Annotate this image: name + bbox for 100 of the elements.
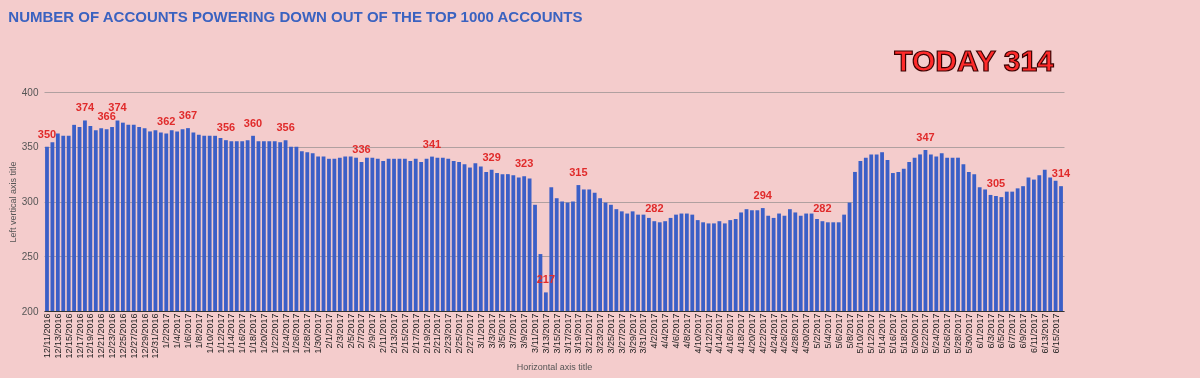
x-tick-label: 3/7/2017 [508,313,519,349]
x-tick-label: 2/9/2017 [367,313,378,349]
x-tick-label: 4/6/2017 [671,313,682,349]
data-label: 360 [243,116,263,129]
x-tick-label: 4/10/2017 [692,313,703,354]
x-tick-label: 1/30/2017 [313,313,324,354]
x-tick-label: 1/20/2017 [258,313,269,354]
data-label: 329 [482,150,501,163]
x-tick-label: 4/24/2017 [768,313,779,354]
x-tick-label: 5/8/2017 [844,313,855,349]
x-tick-label: 3/15/2017 [551,313,562,354]
x-tick-label: 4/22/2017 [757,313,768,354]
x-tick-label: 2/19/2017 [421,313,432,354]
x-tick-label: 4/30/2017 [801,313,812,354]
x-tick-label: 1/18/2017 [248,313,259,354]
x-tick-label: 12/21/2016 [96,313,107,359]
x-tick-label: 1/24/2017 [280,313,291,354]
x-tick-label: 6/9/2017 [1018,313,1029,349]
x-tick-label: 2/25/2017 [454,313,465,354]
x-tick-label: 1/10/2017 [204,313,215,354]
data-label: 314 [1051,167,1072,180]
x-tick-label: 2/23/2017 [443,313,454,354]
x-tick-label: 2/1/2017 [323,313,334,349]
x-tick-label: 5/6/2017 [833,313,844,349]
data-label: 282 [645,202,664,215]
x-tick-label: 5/26/2017 [942,313,953,354]
x-tick-label: 12/13/2016 [52,313,63,359]
x-tick-label: 6/1/2017 [974,313,985,349]
y-tick-label: 300 [21,196,39,207]
x-tick-label: 5/18/2017 [898,313,909,354]
x-tick-label: 3/21/2017 [584,313,595,354]
x-tick-label: 2/27/2017 [464,313,475,354]
data-label: 350 [37,127,57,140]
x-tick-label: 1/28/2017 [302,313,313,354]
data-label: 336 [352,143,371,156]
x-tick-label: 1/16/2017 [237,313,248,354]
y-tick-label: 200 [21,305,39,317]
x-tick-label: 3/3/2017 [486,313,497,349]
x-tick-label: 6/3/2017 [985,313,996,349]
data-label: 341 [422,137,442,150]
y-axis-title: Left vertical axis title [7,161,18,243]
x-tick-label: 2/15/2017 [399,313,410,354]
x-tick-label: 12/11/2016 [41,313,52,358]
x-tick-label: 12/19/2016 [85,313,96,359]
x-tick-label: 3/27/2017 [616,313,627,354]
x-tick-label: 5/16/2017 [887,313,898,354]
x-tick-label: 5/28/2017 [952,313,963,354]
x-tick-label: 4/2/2017 [649,313,660,349]
x-tick-label: 12/17/2016 [74,313,85,359]
x-tick-label: 5/22/2017 [920,313,931,354]
x-tick-label: 5/12/2017 [866,313,877,354]
y-tick-label: 400 [21,86,39,98]
x-tick-label: 2/3/2017 [334,313,345,349]
x-tick-label: 6/11/2017 [1028,313,1039,353]
x-tick-label: 5/10/2017 [855,313,866,354]
x-tick-label: 4/14/2017 [714,313,725,354]
data-label: 374 [75,101,95,114]
x-tick-label: 2/17/2017 [410,313,421,354]
x-tick-label: 3/19/2017 [573,313,584,354]
x-tick-label: 6/7/2017 [1007,313,1018,349]
x-tick-label: 1/14/2017 [226,313,237,354]
data-label: 323 [515,157,534,170]
x-tick-label: 12/15/2016 [63,313,74,359]
x-tick-label: 1/22/2017 [269,313,280,354]
x-tick-label: 3/13/2017 [540,313,551,354]
x-tick-label: 4/16/2017 [725,313,736,354]
x-tick-label: 5/2/2017 [812,313,822,349]
x-tick-label: 5/4/2017 [822,313,833,349]
data-label: 282 [813,202,832,215]
x-tick-label: 4/4/2017 [660,313,671,349]
x-tick-label: 12/23/2016 [107,313,118,359]
x-tick-label: 12/29/2016 [139,313,150,359]
y-tick-label: 250 [21,250,39,262]
x-tick-label: 3/1/2017 [475,313,486,349]
x-tick-label: 2/7/2017 [356,313,367,349]
data-label: 294 [753,189,773,202]
x-tick-label: 6/5/2017 [996,313,1007,349]
x-tick-label: 4/18/2017 [736,313,747,354]
x-tick-label: 1/6/2017 [182,313,193,349]
x-axis-title: Horizontal axis title [516,361,593,372]
x-tick-label: 3/17/2017 [562,313,573,354]
x-tick-label: 5/20/2017 [909,313,920,354]
x-tick-label: 5/24/2017 [931,313,942,354]
x-tick-label: 2/11/2017 [378,313,389,353]
x-tick-label: 3/11/2017 [530,313,541,353]
x-tick-label: 2/13/2017 [389,313,400,354]
data-label: 367 [178,109,198,122]
x-tick-label: 5/30/2017 [963,313,974,354]
y-tick-label: 350 [21,141,39,153]
data-label: 315 [569,166,588,179]
x-tick-label: 1/26/2017 [291,313,302,354]
x-tick-label: 6/13/2017 [1039,313,1050,354]
x-tick-label: 12/27/2016 [128,313,139,359]
x-tick-label: 2/5/2017 [345,313,356,349]
x-tick-label: 4/20/2017 [746,313,757,354]
x-tick-label: 2/21/2017 [432,313,443,354]
x-tick-label: 4/26/2017 [779,313,790,354]
x-tick-label: 3/9/2017 [519,313,530,349]
x-tick-label: 5/14/2017 [877,313,888,354]
x-tick-label: 3/5/2017 [497,313,508,349]
